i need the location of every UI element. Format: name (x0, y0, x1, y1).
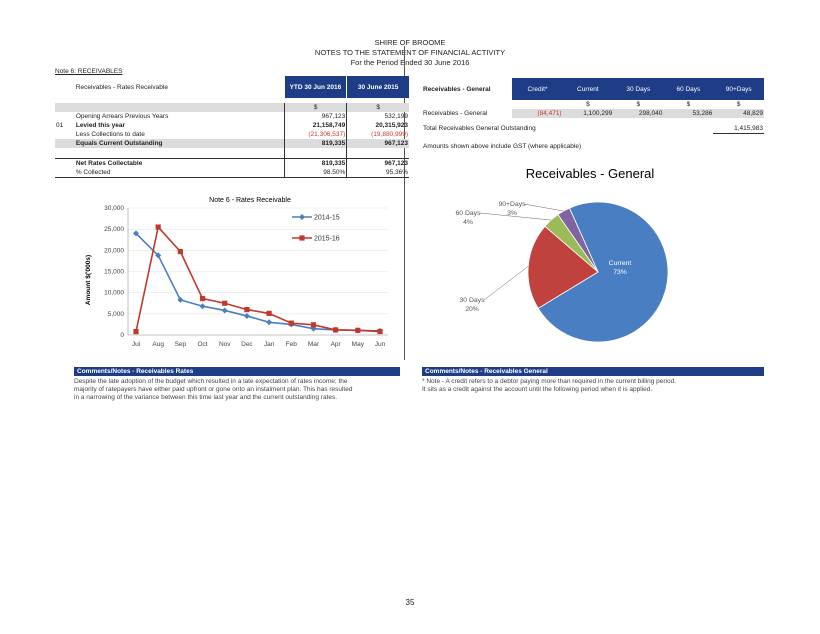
general-heading: Receivables - General (423, 85, 491, 93)
comments-general-line: * Note - A credit refers to a debtor pay… (422, 378, 677, 385)
rates-table: Receivables - Rates Receivable YTD 30 Ju… (55, 76, 409, 178)
note-title: Note 6: RECEIVABLES (55, 68, 123, 75)
y-tick-label: 20,000 (104, 247, 124, 254)
slice-percent: 20% (465, 306, 479, 313)
leader-line (479, 212, 552, 221)
x-tick-label: Oct (197, 341, 207, 348)
x-tick-label: Dec (241, 341, 253, 348)
rates-unit1: $ (284, 103, 348, 112)
chart-title: Receivables - General (526, 166, 655, 181)
slice-label: 30 Days (460, 297, 486, 304)
y-tick-label: 15,000 (104, 269, 124, 276)
legend-label: 2014-15 (314, 215, 340, 222)
data-point (288, 320, 294, 326)
data-point (177, 249, 183, 255)
data-point (222, 300, 228, 306)
comments-rates-line: Despite the late adoption of the budget … (74, 378, 348, 385)
rates-col-prior: 30 June 2015 (346, 76, 409, 98)
x-tick-label: Jan (264, 341, 275, 348)
slice-label: Current (609, 260, 632, 267)
rates-unit2: $ (376, 104, 380, 111)
legend-marker (299, 235, 305, 241)
x-tick-label: Sep (175, 341, 187, 348)
rates-line-chart: Note 6 - Rates Receivable Amount $('000s… (85, 197, 388, 348)
general-table: Receivables - General Credit* Current 30… (422, 78, 764, 151)
data-point (199, 303, 206, 310)
data-point (243, 312, 250, 319)
rates-col-ytd: YTD 30 Jun 2016 (284, 76, 348, 98)
data-point (355, 327, 361, 333)
chart-title: Note 6 - Rates Receivable (209, 197, 291, 204)
series-line (135, 232, 381, 332)
data-point (155, 224, 161, 230)
y-axis-label: Amount $('000s) (85, 255, 92, 305)
slice-percent: 3% (507, 210, 517, 217)
leader-line (523, 203, 564, 212)
data-point (244, 307, 250, 313)
series-line (135, 225, 381, 333)
comments-rates-heading: Comments/Notes - Receivables Rates (74, 367, 400, 376)
x-tick-label: Nov (219, 341, 231, 348)
legend-marker (299, 214, 305, 220)
receivables-pie-chart: Receivables - General Current 73% 30 Days 2… (456, 166, 669, 343)
data-point (377, 328, 383, 335)
pie-slice (537, 201, 669, 343)
x-tick-label: Jun (375, 341, 386, 348)
page-number: 35 (405, 598, 415, 607)
x-tick-label: Aug (152, 341, 164, 348)
x-tick-label: Apr (331, 341, 342, 348)
slice-label: 90+Days (498, 201, 526, 208)
x-tick-label: Jul (132, 341, 141, 348)
comments-rates-line: majority of ratepayers have either paid … (74, 386, 353, 393)
table-row: % Collected 98.50% 95.36% (55, 168, 409, 178)
slice-label: 60 Days (456, 210, 482, 217)
y-tick-label: 25,000 (104, 226, 124, 233)
report-period: For the Period Ended 30 June 2016 (350, 58, 470, 67)
table-row: Equals Current Outstanding 819,335 967,1… (55, 139, 409, 148)
x-tick-label: Feb (286, 341, 298, 348)
data-point (133, 329, 139, 335)
pie-slice (527, 225, 599, 309)
data-point (266, 310, 272, 317)
table-row: Opening Arrears Previous Years 967,123 5… (75, 112, 408, 121)
data-point (199, 295, 206, 302)
report-title: NOTES TO THE STATEMENT OF FINANCIAL ACTI… (314, 48, 506, 57)
total-row: Total Receivables General Outstanding 1,… (423, 124, 764, 134)
comments-general-heading: Comments/Notes - Receivables General (422, 367, 764, 376)
data-point (221, 307, 228, 314)
data-point (310, 322, 317, 328)
comments-rates: Comments/Notes - Receivables Rates Despi… (74, 367, 400, 402)
y-tick-label: 30,000 (104, 205, 124, 212)
slice-percent: 4% (463, 219, 473, 226)
comments-rates-line: in a narrowing of the variance between t… (74, 394, 338, 401)
data-point (177, 296, 184, 303)
leader-line (483, 266, 529, 301)
x-tick-label: May (352, 341, 365, 348)
table-row: 01 Levied this year 21,158,749 20,315,92… (56, 121, 408, 130)
data-point (333, 327, 339, 333)
data-point (266, 319, 273, 326)
center-divider (404, 46, 405, 360)
gst-note: Amounts shown above include GST (where a… (423, 143, 582, 150)
pie-slice (557, 207, 599, 273)
table-row: Receivables - General (84,471) 1,100,299… (422, 109, 764, 118)
data-point (133, 230, 139, 237)
rates-heading: Receivables - Rates Receivable (75, 83, 168, 91)
org-name: SHIRE OF BROOME (374, 38, 446, 47)
comments-general: Comments/Notes - Receivables General * N… (422, 367, 764, 394)
table-row: Net Rates Collectable 819,335 967,123 (55, 158, 409, 168)
x-tick-label: Mar (308, 341, 320, 348)
slice-percent: 73% (613, 269, 627, 276)
legend-label: 2015-16 (314, 236, 340, 243)
comments-general-line: It sits as a credit against the account … (422, 386, 653, 393)
table-row: Less Collections to date (21,306,537) (1… (75, 130, 408, 139)
data-point (155, 252, 162, 259)
y-tick-label: 10,000 (104, 290, 124, 297)
y-tick-label: 5,000 (108, 311, 125, 318)
y-tick-label: 0 (120, 332, 124, 339)
